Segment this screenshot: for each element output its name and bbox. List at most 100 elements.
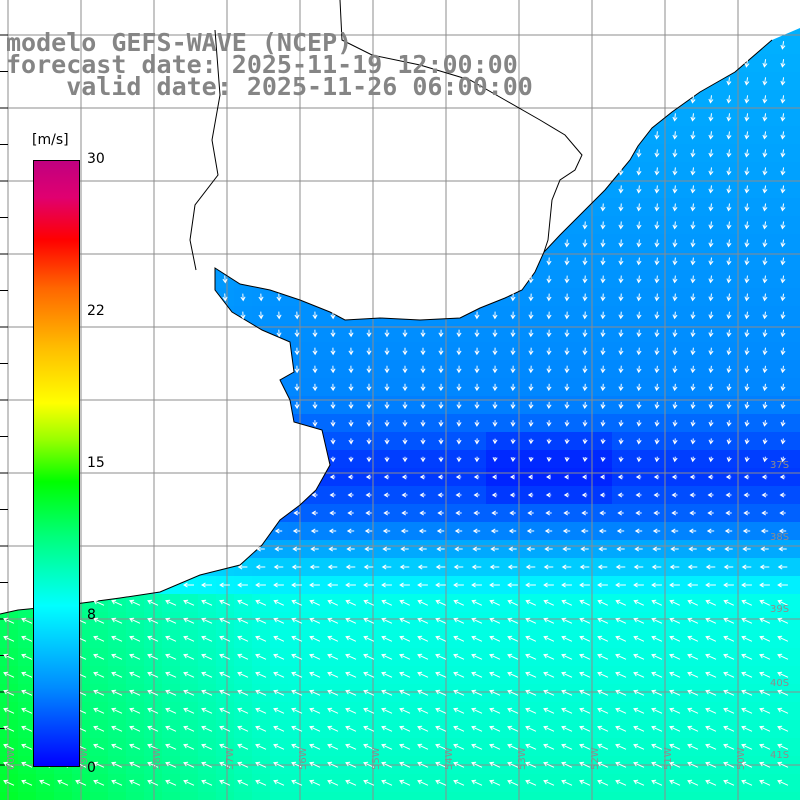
wind-arrow bbox=[93, 671, 105, 678]
wind-arrow bbox=[687, 743, 699, 750]
wind-arrow bbox=[579, 707, 591, 714]
wind-arrow bbox=[636, 293, 642, 302]
wind-arrow bbox=[723, 635, 735, 642]
wind-arrow bbox=[399, 743, 411, 750]
wind-arrow bbox=[383, 510, 390, 516]
wind-arrow bbox=[509, 510, 516, 516]
wind-arrow bbox=[688, 528, 697, 534]
wind-arrow bbox=[777, 743, 789, 750]
wind-arrow bbox=[759, 599, 771, 606]
field-cell bbox=[792, 702, 800, 721]
wind-arrow bbox=[456, 456, 462, 463]
wind-arrow bbox=[618, 311, 624, 320]
wind-arrow bbox=[651, 582, 662, 588]
wind-arrow bbox=[654, 239, 660, 248]
wind-arrow bbox=[528, 438, 534, 445]
wind-arrow bbox=[273, 725, 285, 732]
wind-arrow bbox=[402, 347, 408, 356]
field-cell bbox=[450, 792, 469, 800]
wind-arrow bbox=[21, 689, 33, 696]
wind-arrow bbox=[705, 599, 717, 606]
wind-arrow bbox=[651, 779, 663, 786]
wind-arrow bbox=[490, 546, 499, 552]
field-cell bbox=[792, 306, 800, 325]
wind-arrow bbox=[381, 599, 393, 606]
field-cell bbox=[792, 144, 800, 163]
wind-arrow bbox=[489, 653, 501, 660]
wind-arrow bbox=[165, 689, 177, 696]
wind-arrow bbox=[582, 365, 588, 374]
wind-arrow bbox=[726, 420, 732, 427]
field-cell bbox=[792, 216, 800, 235]
wind-arrow bbox=[383, 492, 390, 498]
wind-arrow bbox=[726, 77, 732, 86]
wind-arrow bbox=[399, 761, 411, 768]
wind-arrow bbox=[687, 725, 699, 732]
wind-arrow bbox=[508, 546, 517, 552]
wind-arrow bbox=[708, 293, 714, 302]
wind-arrow bbox=[579, 564, 590, 570]
wind-arrow bbox=[183, 653, 195, 660]
wind-arrow bbox=[600, 401, 606, 410]
wind-arrow bbox=[471, 635, 483, 642]
wind-arrow bbox=[706, 546, 715, 552]
wind-arrow bbox=[328, 546, 337, 552]
wind-arrow bbox=[672, 347, 678, 356]
wind-arrow bbox=[597, 617, 609, 624]
wind-arrow bbox=[366, 347, 372, 356]
wind-arrow bbox=[294, 383, 300, 392]
wind-arrow bbox=[633, 653, 645, 660]
axis-labels: 37S 38S 39S 40S 41S 60W 59W 58W 57W 56W 55W 54W 53W 5… bbox=[6, 460, 789, 770]
wind-arrow bbox=[291, 707, 303, 714]
wind-arrow bbox=[780, 311, 786, 320]
wind-arrow bbox=[418, 546, 427, 552]
wind-arrow bbox=[384, 365, 390, 374]
wind-arrow bbox=[255, 743, 267, 750]
wind-arrow bbox=[726, 239, 732, 248]
lon-label: 60W bbox=[6, 747, 17, 770]
wind-arrow bbox=[618, 239, 624, 248]
wind-arrow bbox=[453, 635, 465, 642]
wind-arrow bbox=[705, 582, 716, 588]
wind-arrow bbox=[726, 149, 732, 158]
field-cell bbox=[792, 270, 800, 289]
wind-arrow bbox=[762, 167, 768, 176]
wind-arrow bbox=[564, 365, 570, 374]
wind-arrow bbox=[3, 671, 15, 678]
wind-arrow bbox=[780, 221, 786, 230]
wind-arrow bbox=[743, 510, 750, 516]
wind-arrow bbox=[780, 401, 786, 410]
wind-arrow bbox=[598, 546, 607, 552]
wind-arrow bbox=[672, 438, 678, 445]
wind-arrow bbox=[489, 725, 501, 732]
wind-arrow bbox=[291, 689, 303, 696]
wind-arrow bbox=[240, 311, 246, 320]
wind-arrow bbox=[309, 599, 321, 606]
wind-arrow bbox=[762, 203, 768, 212]
wind-arrow bbox=[615, 635, 627, 642]
wind-arrow bbox=[669, 761, 681, 768]
wind-arrow bbox=[636, 383, 642, 392]
wind-arrow bbox=[381, 761, 393, 768]
wind-arrow bbox=[492, 329, 498, 338]
wind-arrow bbox=[93, 725, 105, 732]
field-cell bbox=[792, 666, 800, 685]
wind-arrow bbox=[723, 743, 735, 750]
legend-unit: [m/s] bbox=[32, 132, 69, 148]
wind-arrow bbox=[579, 779, 591, 786]
wind-arrow bbox=[417, 743, 429, 750]
wind-arrow bbox=[327, 599, 339, 606]
wind-arrow bbox=[471, 689, 483, 696]
wind-arrow bbox=[474, 438, 480, 445]
wind-arrow bbox=[580, 528, 589, 534]
wind-arrow bbox=[201, 599, 213, 606]
wind-arrow bbox=[57, 779, 69, 786]
wind-arrow bbox=[759, 653, 771, 660]
wind-arrow bbox=[129, 635, 141, 642]
wind-arrow bbox=[417, 689, 429, 696]
wind-arrow bbox=[237, 671, 249, 678]
wind-arrow bbox=[579, 743, 591, 750]
wind-arrow bbox=[3, 617, 15, 624]
wind-arrow bbox=[489, 671, 501, 678]
wind-arrow bbox=[111, 725, 123, 732]
